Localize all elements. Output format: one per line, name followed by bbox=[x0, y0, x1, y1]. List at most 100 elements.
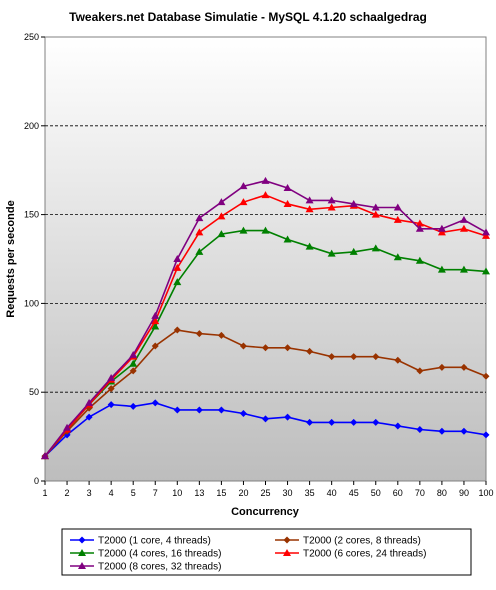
x-tick-label: 100 bbox=[478, 488, 493, 498]
data-point bbox=[394, 356, 402, 364]
data-point bbox=[393, 215, 402, 223]
series-2 bbox=[41, 326, 490, 460]
legend-entry-5: T2000 (8 cores, 32 threads) bbox=[70, 562, 221, 573]
y-tick-label: 150 bbox=[24, 210, 39, 220]
legend-entry-1: T2000 (1 core, 4 threads) bbox=[70, 536, 211, 547]
data-point bbox=[459, 224, 468, 232]
data-point bbox=[349, 247, 358, 255]
legend-label: T2000 (6 cores, 24 threads) bbox=[303, 549, 426, 560]
x-tick-label: 40 bbox=[327, 488, 337, 498]
y-tick-label: 250 bbox=[24, 32, 39, 42]
data-point bbox=[107, 385, 115, 393]
data-point bbox=[195, 406, 203, 414]
data-point bbox=[41, 452, 49, 460]
y-tick-label: 200 bbox=[24, 121, 39, 131]
data-point bbox=[482, 231, 490, 239]
data-point bbox=[328, 353, 336, 361]
x-tick-label: 20 bbox=[238, 488, 248, 498]
legend-label: T2000 (8 cores, 32 threads) bbox=[98, 562, 221, 573]
data-point bbox=[371, 203, 380, 211]
legend-swatch-marker bbox=[78, 549, 86, 556]
series-group bbox=[41, 176, 490, 460]
legend-swatch-marker bbox=[78, 562, 86, 569]
legend-swatch-marker bbox=[283, 536, 291, 544]
data-point bbox=[283, 183, 292, 191]
x-tick-label: 13 bbox=[194, 488, 204, 498]
x-tick-label: 25 bbox=[260, 488, 270, 498]
data-point bbox=[437, 265, 446, 273]
data-point bbox=[482, 372, 490, 380]
x-tick-label: 60 bbox=[393, 488, 403, 498]
data-point bbox=[262, 344, 269, 352]
data-point bbox=[283, 235, 292, 243]
data-point bbox=[305, 196, 314, 204]
data-point bbox=[327, 196, 336, 204]
grid-lines bbox=[45, 125, 486, 393]
data-point bbox=[350, 418, 358, 426]
data-point bbox=[262, 415, 269, 423]
data-point bbox=[284, 344, 292, 352]
x-tick-label: 45 bbox=[349, 488, 359, 498]
x-tick-label: 7 bbox=[153, 488, 158, 498]
data-point bbox=[151, 317, 160, 325]
data-point bbox=[107, 373, 116, 381]
x-tick-label: 1 bbox=[42, 488, 47, 498]
data-point bbox=[482, 431, 490, 439]
data-point bbox=[217, 212, 226, 220]
data-point bbox=[305, 242, 314, 250]
data-point bbox=[195, 214, 204, 222]
data-point bbox=[283, 199, 292, 207]
data-point bbox=[239, 342, 247, 350]
y-tick-label: 50 bbox=[29, 387, 39, 397]
data-point bbox=[438, 427, 446, 435]
data-point bbox=[239, 226, 248, 234]
data-point bbox=[173, 406, 181, 414]
legend-label: T2000 (4 cores, 16 threads) bbox=[98, 549, 221, 560]
data-point bbox=[416, 425, 424, 433]
x-axis-label: Concurrency bbox=[231, 506, 300, 518]
data-point bbox=[415, 256, 424, 264]
x-tick-label: 5 bbox=[131, 488, 136, 498]
data-point bbox=[393, 253, 402, 261]
data-point bbox=[437, 224, 446, 232]
data-point bbox=[372, 418, 380, 426]
data-point bbox=[129, 359, 138, 367]
data-point bbox=[327, 203, 336, 211]
data-point bbox=[239, 410, 247, 418]
data-point bbox=[107, 401, 115, 409]
data-point bbox=[437, 228, 446, 236]
data-point bbox=[306, 418, 314, 426]
data-point bbox=[195, 247, 204, 255]
legend-box bbox=[61, 528, 472, 576]
legend-label: T2000 (2 cores, 8 threads) bbox=[303, 536, 421, 547]
data-point bbox=[350, 353, 358, 361]
data-point bbox=[415, 224, 424, 232]
y-tick-label: 0 bbox=[34, 476, 39, 486]
data-point bbox=[151, 399, 159, 407]
data-point bbox=[482, 228, 490, 236]
data-point bbox=[63, 423, 72, 431]
data-point bbox=[482, 267, 490, 275]
x-axis-ticks: 1 2 3 4 5 7 10 13 15 20 25 30 35 40 45 50 60 70 80 90 100 bbox=[42, 481, 494, 498]
data-point bbox=[416, 367, 424, 375]
legend-swatch-marker bbox=[283, 549, 291, 556]
x-tick-label: 15 bbox=[216, 488, 226, 498]
data-point bbox=[195, 228, 204, 236]
data-point bbox=[217, 406, 225, 414]
chart-title: Tweakers.net Database Simulatie - MySQL … bbox=[69, 10, 427, 24]
data-point bbox=[85, 398, 94, 406]
data-point bbox=[459, 215, 468, 223]
data-point bbox=[173, 326, 181, 334]
data-point bbox=[328, 418, 336, 426]
legend-entry-3: T2000 (4 cores, 16 threads) bbox=[70, 549, 221, 560]
data-point bbox=[306, 347, 314, 355]
x-tick-label: 50 bbox=[371, 488, 381, 498]
data-point bbox=[129, 402, 137, 410]
x-tick-label: 70 bbox=[415, 488, 425, 498]
data-point bbox=[415, 219, 424, 227]
data-point bbox=[459, 265, 468, 273]
x-tick-label: 35 bbox=[305, 488, 315, 498]
y-axis-label: Requests per seconde bbox=[5, 200, 17, 317]
data-point bbox=[460, 363, 468, 371]
